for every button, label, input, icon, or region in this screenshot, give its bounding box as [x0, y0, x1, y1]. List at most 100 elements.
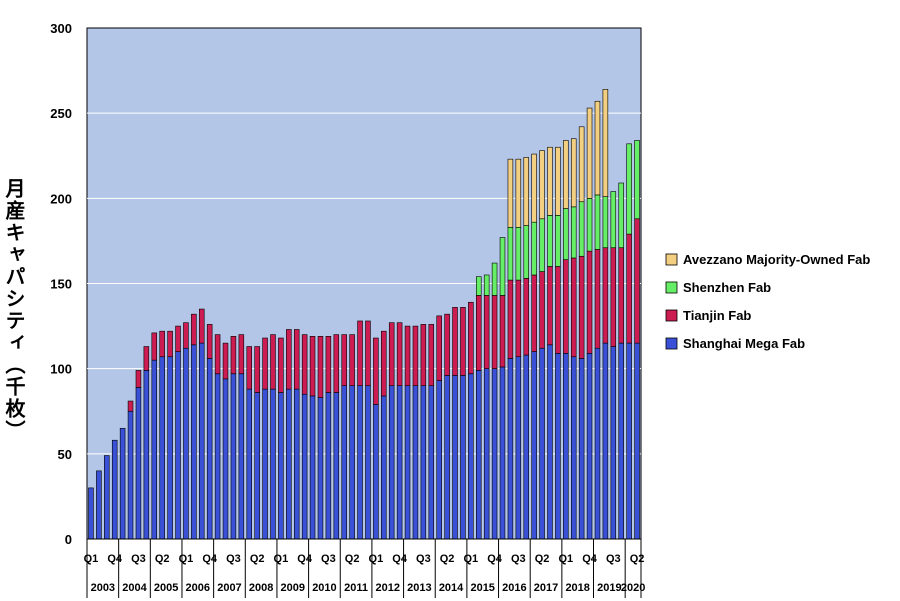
year-tick-label: 2007 [217, 582, 241, 594]
bar-segment [206, 324, 213, 359]
bar-segment [547, 146, 553, 216]
bar-segment [230, 373, 237, 540]
year-tick-label: 2005 [154, 582, 178, 594]
bar-segment [412, 325, 419, 386]
bar-segment [594, 194, 601, 250]
year-tick-label: 2020 [621, 582, 645, 594]
bar-segment [586, 107, 593, 199]
bar-segment [96, 470, 102, 540]
quarter-tick-label: Q3 [226, 553, 241, 565]
bar-segment [507, 358, 514, 540]
bar-segment [199, 342, 205, 540]
legend-label: Tianjin Fab [683, 308, 751, 323]
bar-segment [610, 247, 617, 347]
quarter-tick-label: Q1 [369, 553, 384, 565]
bar-segment [523, 157, 529, 226]
bar-segment [301, 393, 308, 540]
bar-segment [262, 388, 268, 540]
bar-segment [491, 295, 498, 369]
quarter-tick-label: Q1 [84, 553, 99, 565]
bar-segment [539, 347, 545, 540]
quarter-tick-label: Q1 [274, 553, 289, 565]
bar-segment [586, 198, 593, 252]
bar-segment [634, 140, 640, 220]
bar-segment [436, 380, 442, 540]
legend-swatch [665, 253, 678, 266]
year-tick-label: 2004 [122, 582, 147, 594]
legend-swatch [665, 309, 678, 322]
legend: Avezzano Majority-Owned Fab Shenzhen Fab T… [665, 252, 870, 351]
bar-segment [531, 221, 537, 276]
legend-swatch [665, 337, 678, 350]
bar-segment [475, 295, 482, 371]
bar-segment [159, 330, 165, 358]
bar-segment [381, 395, 387, 540]
bar-segment [88, 487, 94, 540]
bar-segment [381, 330, 387, 397]
year-tick-label: 2011 [344, 582, 368, 594]
bar-segment [452, 375, 458, 540]
bar-segment [270, 388, 276, 540]
bar-segment [428, 324, 435, 387]
bar-segment [175, 351, 181, 540]
bar-segment [618, 342, 624, 540]
bar-segment [610, 191, 617, 249]
quarter-tick-label: Q4 [487, 553, 503, 565]
bar-segment [475, 276, 482, 296]
bar-segment [254, 392, 260, 540]
quarter-tick-label: Q2 [630, 553, 645, 565]
bar-segment [214, 334, 221, 375]
bar-segment [293, 329, 300, 390]
bar-segment [349, 334, 355, 387]
bar-segment [135, 387, 142, 540]
bar-segment [373, 337, 379, 405]
year-tick-label: 2012 [375, 582, 399, 594]
quarter-tick-label: Q3 [321, 553, 336, 565]
bar-segment [491, 262, 498, 296]
bar-segment [618, 247, 624, 344]
bar-segment [365, 385, 371, 540]
bar-segment [428, 385, 435, 540]
bar-segment [531, 153, 537, 223]
bar-segment [523, 354, 529, 540]
y-tick-label: 200 [50, 191, 72, 206]
y-tick-label: 300 [50, 21, 72, 36]
bar-segment [119, 427, 126, 540]
legend-label: Shenzhen Fab [683, 280, 771, 295]
bar-segment [499, 237, 506, 296]
bar-segment [135, 370, 142, 388]
bar-segment [626, 342, 632, 540]
bar-segment [602, 342, 609, 540]
bar-segment [460, 307, 466, 376]
bar-segment [523, 278, 529, 356]
bar-segment [396, 385, 403, 540]
bar-segment [246, 388, 252, 540]
bar-segment [626, 143, 632, 235]
bar-segment [420, 385, 427, 540]
year-tick-label: 2003 [91, 582, 115, 594]
bar-segment [404, 325, 411, 386]
bar-segment [357, 320, 363, 387]
bar-segment [578, 201, 585, 257]
bar-segment [515, 356, 522, 540]
year-tick-label: 2016 [502, 582, 526, 594]
bar-segment [523, 225, 529, 279]
bar-segment [325, 335, 332, 393]
quarter-tick-label: Q2 [535, 553, 550, 565]
bar-segment [531, 274, 537, 352]
bar-segment [286, 329, 292, 390]
bar-segment [483, 368, 490, 540]
bar-segment [555, 146, 561, 216]
quarter-tick-label: Q4 [202, 553, 218, 565]
bar-segment [127, 400, 134, 412]
bar-segment [539, 271, 545, 349]
bar-segment [570, 206, 577, 259]
bar-segment [444, 313, 450, 376]
y-tick-label: 150 [50, 277, 72, 292]
bar-segment [555, 353, 561, 540]
bar-segment [563, 140, 569, 209]
bar-segment [127, 410, 134, 540]
bar-segment [483, 274, 490, 296]
bar-segment [626, 233, 632, 344]
